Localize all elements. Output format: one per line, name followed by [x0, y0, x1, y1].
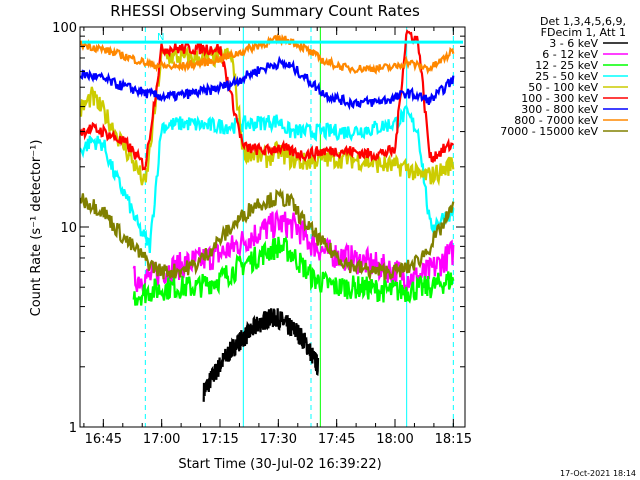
legend: Det 1,3,4,5,6,9,FDecim 1, Att 13 - 6 keV…	[500, 15, 628, 138]
flag-label: N	[157, 32, 164, 43]
legend-label-1: 6 - 12 keV	[542, 48, 598, 61]
x-tick-label-5: 18:00	[376, 432, 413, 447]
y-tick-label-1: 10	[60, 221, 77, 236]
series-line-0	[202, 308, 320, 402]
render-timestamp: 17-Oct-2021 18:14	[560, 469, 636, 478]
legend-header-0: Det 1,3,4,5,6,9,	[540, 15, 626, 28]
x-tick-label-6: 18:15	[435, 432, 472, 447]
legend-label-0: 3 - 6 keV	[549, 37, 598, 50]
legend-label-8: 7000 - 15000 keV	[500, 125, 598, 138]
x-tick-label-1: 17:00	[143, 432, 180, 447]
legend-label-5: 100 - 300 keV	[521, 92, 598, 105]
legend-label-2: 12 - 25 keV	[535, 59, 598, 72]
x-tick-label-3: 17:30	[260, 432, 297, 447]
series-line-7	[80, 32, 455, 75]
x-tick-label-0: 16:45	[85, 432, 122, 447]
legend-label-6: 300 - 800 keV	[521, 103, 598, 116]
series-line-2	[132, 235, 455, 306]
plot-area	[80, 27, 463, 427]
legend-label-7: 800 - 7000 keV	[514, 114, 598, 127]
x-axis-label: Start Time (30-Jul-02 16:39:22)	[178, 457, 381, 472]
series-line-8	[80, 187, 455, 282]
x-tick-label-4: 17:45	[318, 432, 355, 447]
legend-label-3: 25 - 50 keV	[535, 70, 598, 83]
y-tick-label-2: 100	[52, 21, 77, 36]
y-axis-label: Count Rate (s⁻¹ detector⁻¹)	[29, 140, 44, 317]
series-line-5	[80, 28, 455, 171]
series-line-4	[80, 44, 455, 187]
y-tick-label-0: 1	[69, 421, 77, 436]
legend-header-1: FDecim 1, Att 1	[541, 26, 626, 39]
x-tick-label-2: 17:15	[201, 432, 238, 447]
legend-label-4: 50 - 100 keV	[528, 81, 598, 94]
chart-title: RHESSI Observing Summary Count Rates	[110, 2, 420, 20]
tick-layer: 16:45 17:00 17:15 17:30 17:45 18:00 18:15 1 10 10…	[52, 21, 472, 447]
data-layer: N	[80, 27, 463, 427]
series-line-6	[80, 55, 455, 111]
series-line-3	[80, 104, 455, 253]
